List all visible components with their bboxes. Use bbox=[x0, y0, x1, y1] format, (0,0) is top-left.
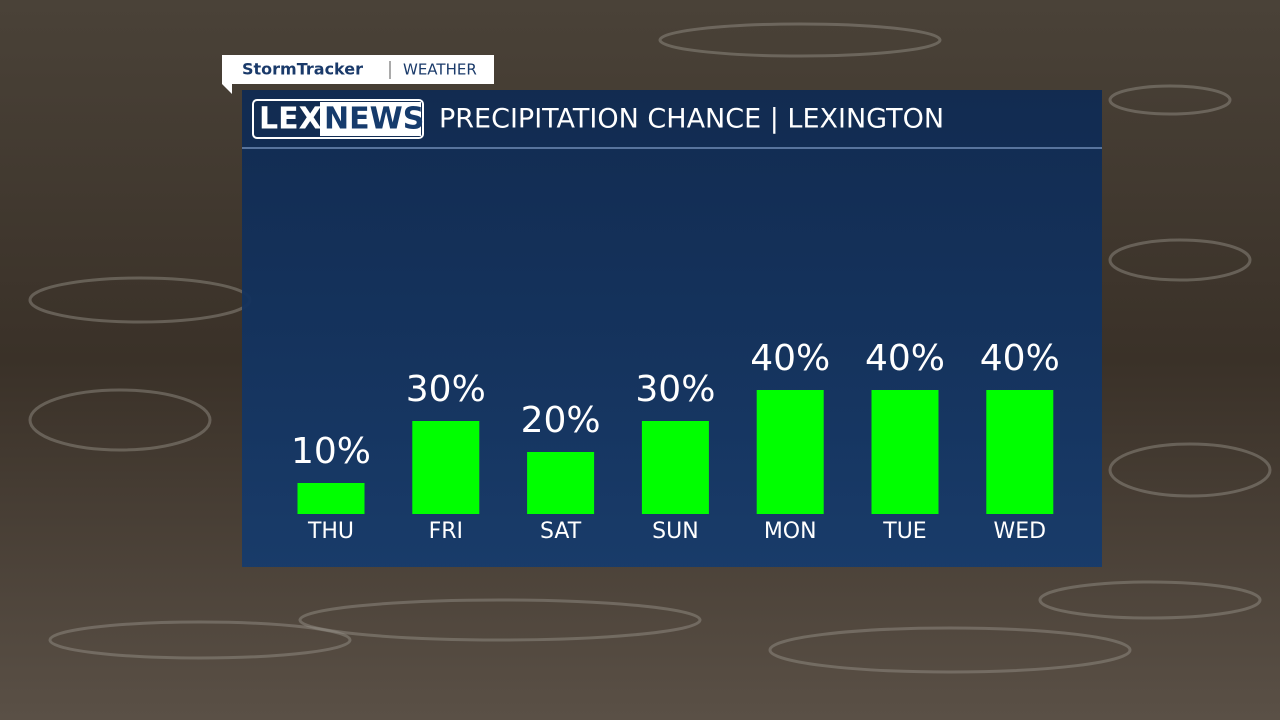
bar bbox=[871, 390, 939, 514]
x-tick-label: TUE bbox=[882, 519, 926, 544]
bar bbox=[756, 390, 824, 514]
x-tick-label: SAT bbox=[540, 519, 582, 544]
bar bbox=[527, 452, 595, 514]
value-label: 30% bbox=[406, 369, 486, 410]
value-label: 10% bbox=[291, 431, 371, 472]
brand-program: StormTracker bbox=[242, 60, 363, 79]
x-tick-label: THU bbox=[307, 519, 354, 544]
x-tick-label: WED bbox=[994, 519, 1047, 544]
logo-right: NEWS bbox=[324, 102, 424, 137]
logo-frame bbox=[252, 99, 424, 139]
x-tick-label: MON bbox=[764, 519, 817, 544]
brand-tab bbox=[222, 55, 494, 94]
bar bbox=[412, 421, 480, 514]
logo-left: LEX bbox=[259, 102, 322, 137]
x-tick-label: SUN bbox=[652, 519, 699, 544]
chart-title: PRECIPITATION CHANCE | LEXINGTON bbox=[439, 104, 944, 135]
value-label: 40% bbox=[750, 338, 830, 379]
value-label: 30% bbox=[635, 369, 715, 410]
rain-ripples bbox=[28, 22, 1272, 674]
logo-right-bg bbox=[320, 102, 421, 136]
value-label: 40% bbox=[865, 338, 945, 379]
brand-section: WEATHER bbox=[403, 61, 477, 79]
value-label: 20% bbox=[521, 400, 601, 441]
value-label: 40% bbox=[980, 338, 1060, 379]
bar bbox=[297, 483, 365, 514]
bar bbox=[641, 421, 709, 514]
x-tick-label: FRI bbox=[429, 519, 463, 544]
bar bbox=[986, 390, 1054, 514]
